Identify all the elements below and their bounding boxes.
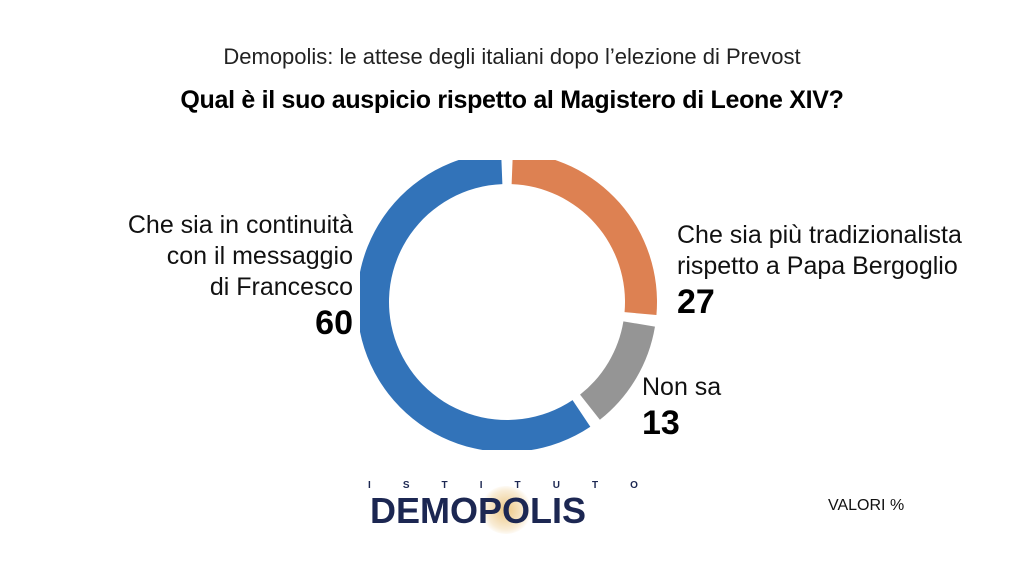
values-unit-note: VALORI % [828, 497, 905, 514]
slice-value-continuita: 60 [315, 304, 353, 342]
slice-value-non-sa: 13 [642, 404, 680, 442]
logo-glow [480, 486, 532, 534]
logo-letter: S [402, 480, 412, 491]
logo-letter: T [514, 480, 523, 491]
donut-chart [360, 160, 657, 450]
demopolis-logo: I S T I T U T O DEMOPOLIS [368, 480, 648, 540]
slice-label-tradizionalista-line-2: rispetto a Papa Bergoglio [677, 252, 958, 280]
chart-title: Qual è il suo auspicio rispetto al Magis… [180, 86, 844, 114]
donut-slice-continuita [360, 160, 591, 450]
chart-subtitle: Demopolis: le attese degli italiani dopo… [223, 44, 801, 69]
slice-label-continuita-line-2: con il messaggio [166, 242, 353, 270]
logo-letter: I [479, 480, 485, 491]
slice-label-continuita-line-3: di Francesco [209, 273, 353, 301]
logo-letter: T [441, 480, 450, 491]
logo-wordmark: DEMOPOLIS [370, 490, 587, 531]
slice-value-tradizionalista: 27 [677, 283, 715, 321]
slice-label-continuita: Che sia in continuità con il messaggio d… [33, 210, 353, 343]
logo-letter: I [368, 480, 373, 491]
slice-label-non-sa-line-1: Non sa [642, 373, 722, 401]
logo-letter: O [630, 480, 640, 491]
logo-istituto: I S T I T U T O [368, 480, 640, 491]
logo-letter: U [552, 480, 562, 491]
slice-label-non-sa: Non sa 13 [642, 372, 842, 443]
donut-slice-tradizionalista [511, 160, 657, 315]
slice-label-tradizionalista: Che sia più tradizionalista rispetto a P… [677, 220, 1017, 322]
slice-label-continuita-line-1: Che sia in continuità [127, 211, 353, 239]
donut-slice-non-sa [580, 321, 655, 420]
logo-letter: T [591, 480, 601, 491]
slice-label-tradizionalista-line-1: Che sia più tradizionalista [677, 221, 962, 249]
